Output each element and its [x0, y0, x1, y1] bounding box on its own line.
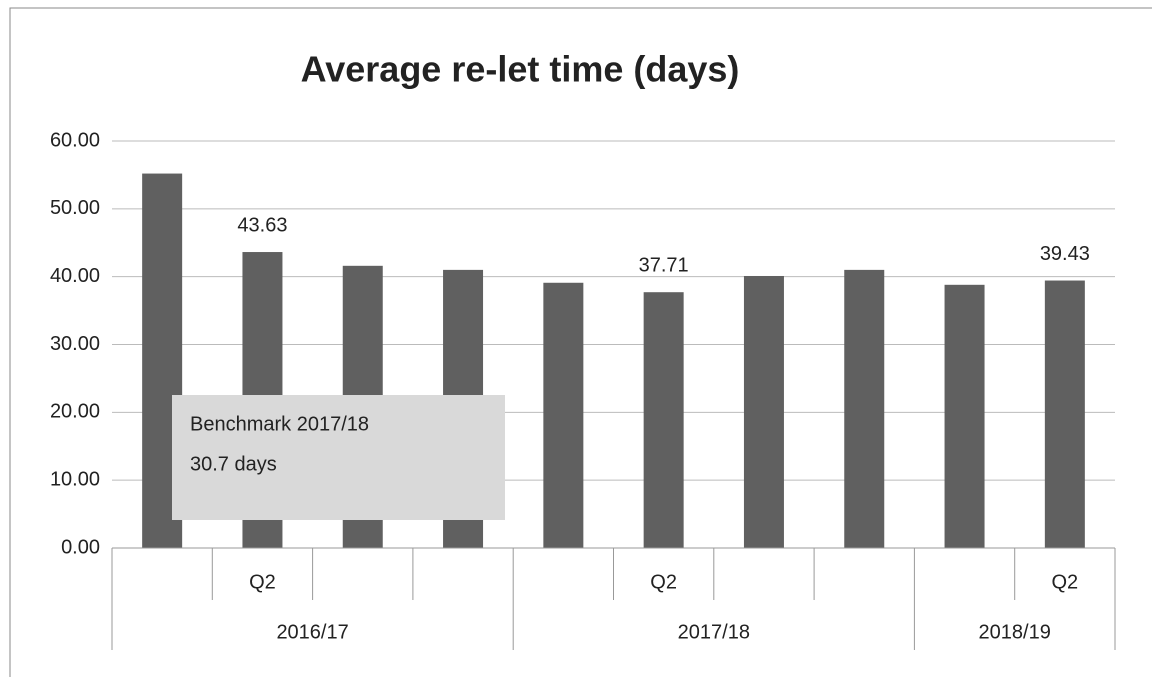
- y-tick-label: 10.00: [50, 468, 100, 490]
- annotation-box: [172, 395, 505, 520]
- y-tick-label: 30.00: [50, 333, 100, 355]
- bar: [743, 275, 784, 548]
- group-label: 2016/17: [276, 621, 348, 643]
- annotation-text: 30.7 days: [190, 453, 277, 475]
- y-tick-label: 50.00: [50, 197, 100, 219]
- x-tick-label: Q2: [249, 571, 276, 593]
- y-tick-label: 20.00: [50, 401, 100, 423]
- annotation-text: Benchmark 2017/18: [190, 413, 369, 435]
- chart-title: Average re-let time (days): [301, 49, 740, 90]
- y-tick-label: 0.00: [61, 536, 100, 558]
- value-label: 39.43: [1040, 243, 1090, 265]
- x-tick-label: Q2: [650, 571, 677, 593]
- bar: [944, 284, 985, 548]
- group-label: 2018/19: [979, 621, 1051, 643]
- value-label: 37.71: [639, 254, 689, 276]
- bar: [844, 269, 885, 548]
- value-label: 43.63: [237, 214, 287, 236]
- bar: [543, 282, 584, 548]
- y-tick-label: 60.00: [50, 129, 100, 151]
- bar: [1044, 280, 1085, 548]
- y-tick-label: 40.00: [50, 265, 100, 287]
- x-tick-label: Q2: [1052, 571, 1079, 593]
- group-label: 2017/18: [678, 621, 750, 643]
- bar: [643, 292, 684, 548]
